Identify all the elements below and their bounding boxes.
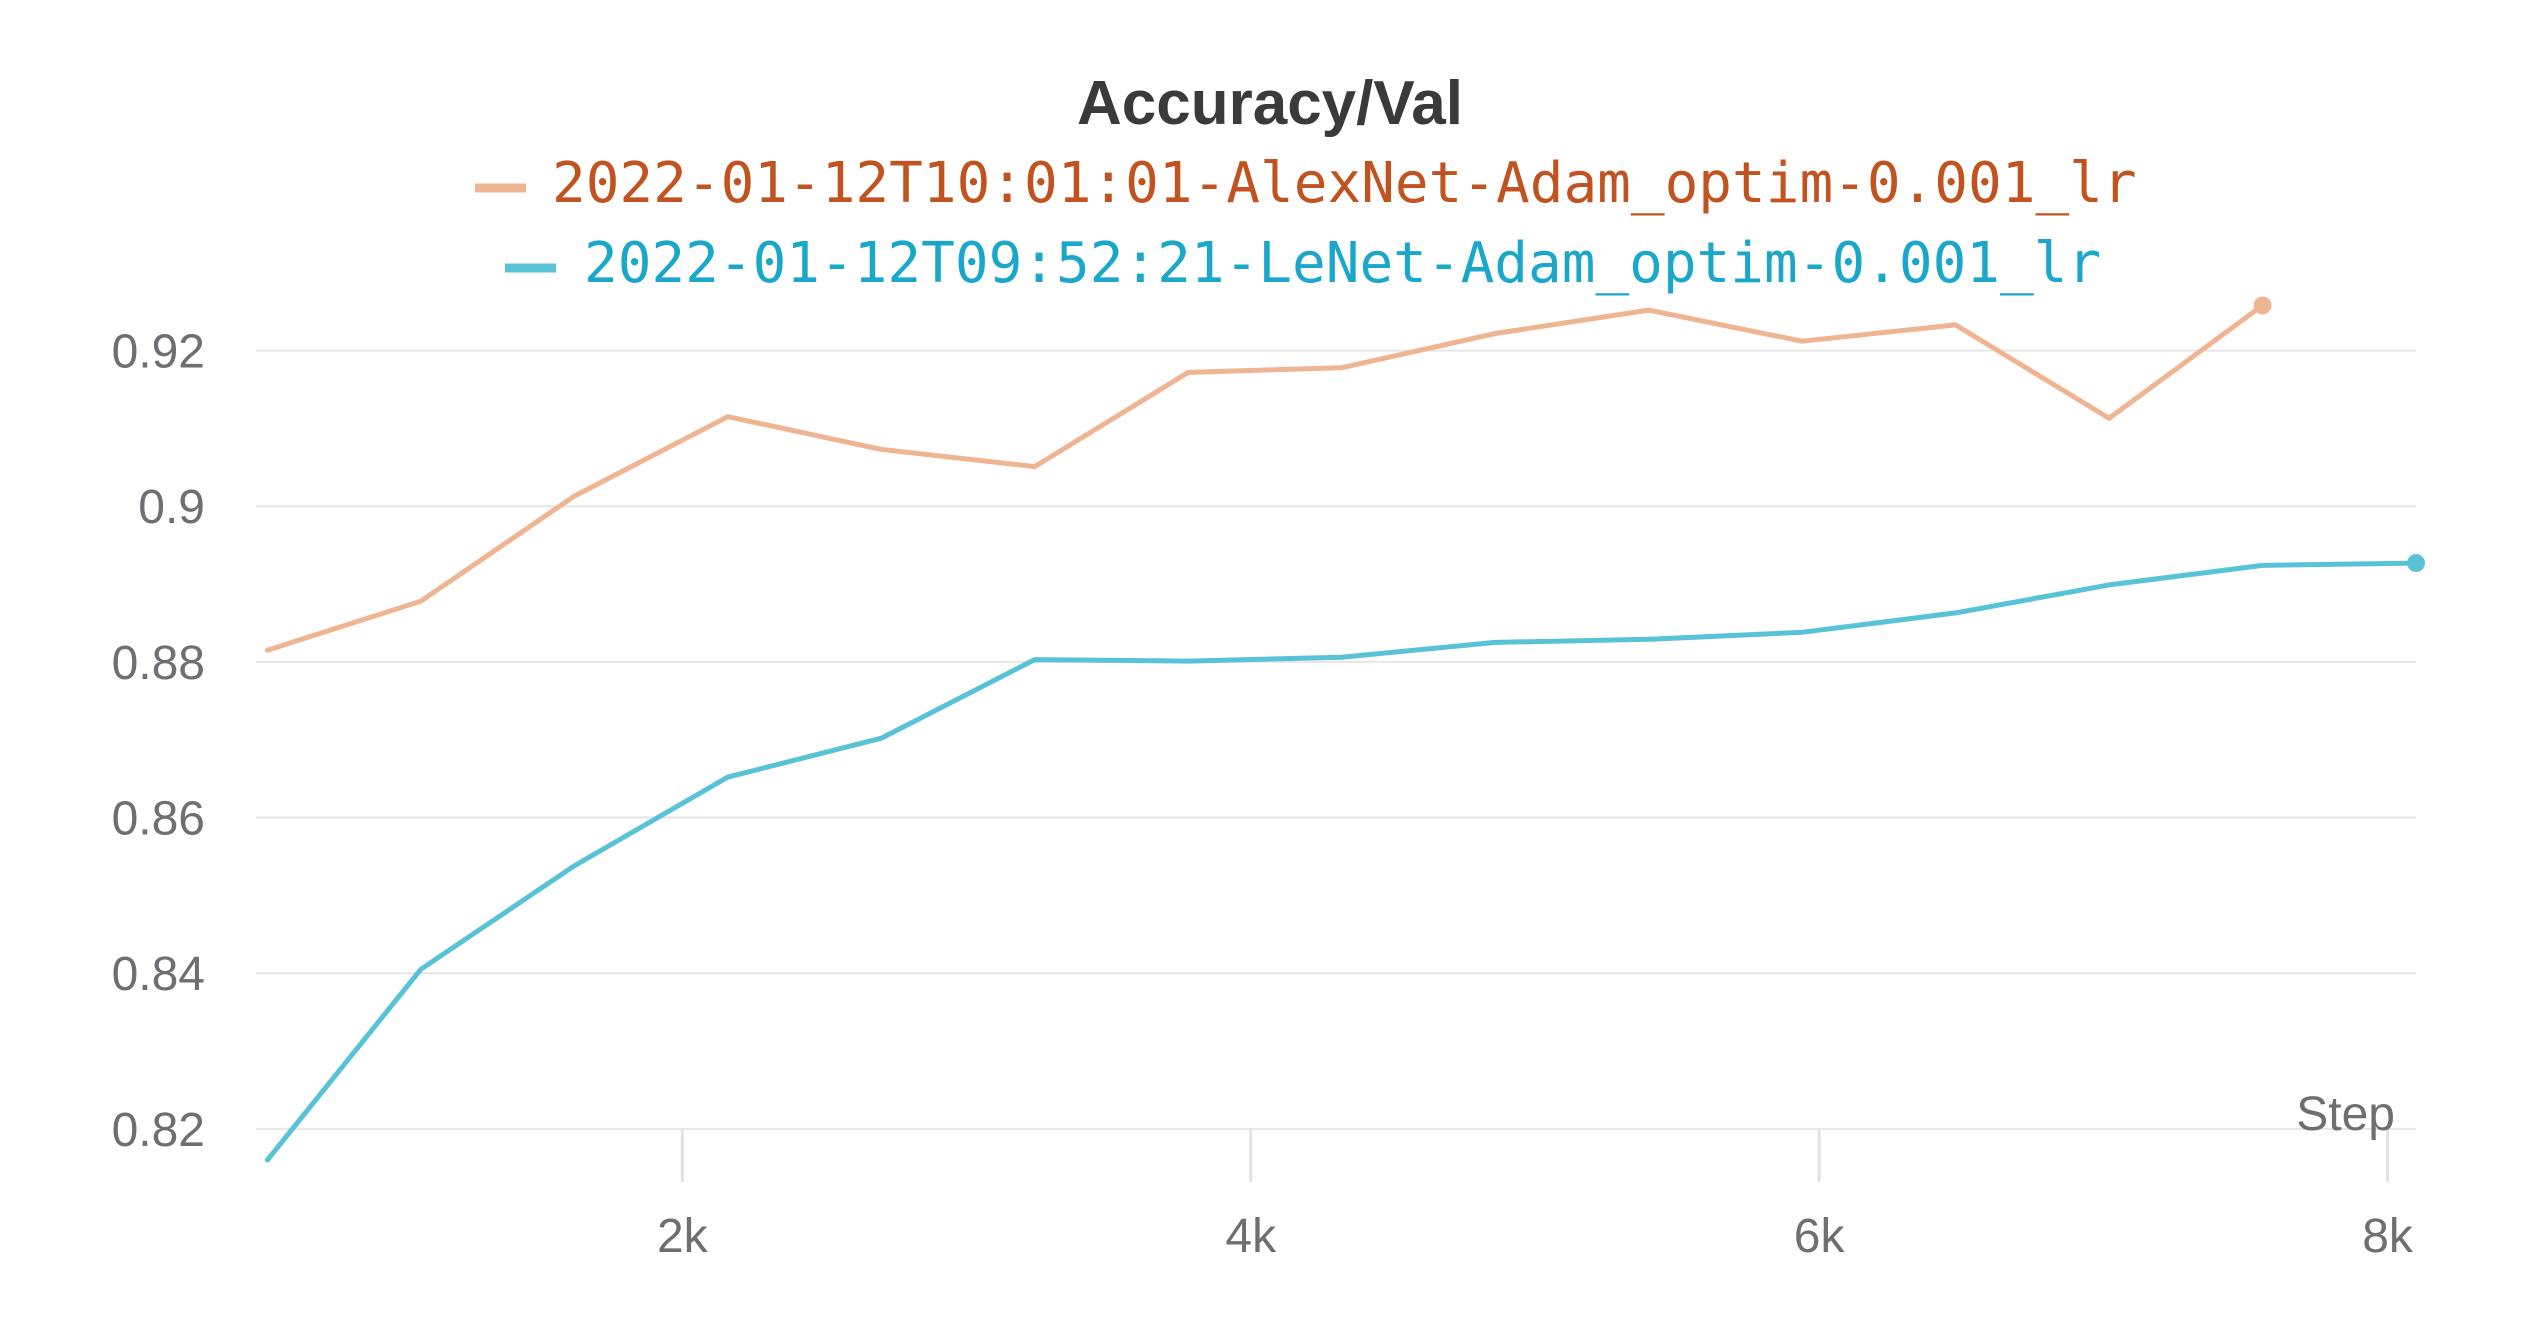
y-tick-label: 0.88 (112, 637, 205, 690)
legend-item-alexnet[interactable]: 2022-01-12T10:01:01-AlexNet-Adam_optim-0… (475, 151, 2137, 216)
y-tick-label: 0.86 (112, 793, 205, 846)
y-axis-ticks: 0.82 0.84 0.86 0.88 0.9 0.92 (112, 326, 205, 1157)
chart-title: Accuracy/Val (1077, 69, 1463, 138)
x-axis-ticks: 2k 4k 6k 8k (657, 1128, 2414, 1263)
series-line-0[interactable] (264, 302, 2265, 653)
y-tick-label: 0.84 (112, 948, 205, 1001)
y-tick-label: 0.92 (112, 326, 205, 379)
x-tick-label: 6k (1794, 1210, 1846, 1263)
series-line-1[interactable] (264, 560, 2419, 1163)
x-tick-label: 2k (657, 1210, 709, 1263)
legend-label: 2022-01-12T10:01:01-AlexNet-Adam_optim-0… (552, 151, 2137, 216)
series-layer (264, 296, 2425, 1163)
grid (256, 349, 2416, 1130)
x-tick-label: 4k (1225, 1210, 1277, 1263)
legend: 2022-01-12T10:01:01-AlexNet-Adam_optim-0… (475, 151, 2137, 296)
y-tick-label: 0.82 (112, 1104, 205, 1157)
series-end-point[interactable] (2253, 296, 2272, 315)
y-tick-label: 0.9 (138, 481, 205, 534)
x-tick-label: 8k (2362, 1210, 2414, 1263)
legend-label: 2022-01-12T09:52:21-LeNet-Adam_optim-0.0… (584, 231, 2101, 296)
x-axis-label: Step (2296, 1088, 2395, 1141)
legend-item-lenet[interactable]: 2022-01-12T09:52:21-LeNet-Adam_optim-0.0… (505, 231, 2101, 296)
series-end-point[interactable] (2407, 554, 2425, 573)
